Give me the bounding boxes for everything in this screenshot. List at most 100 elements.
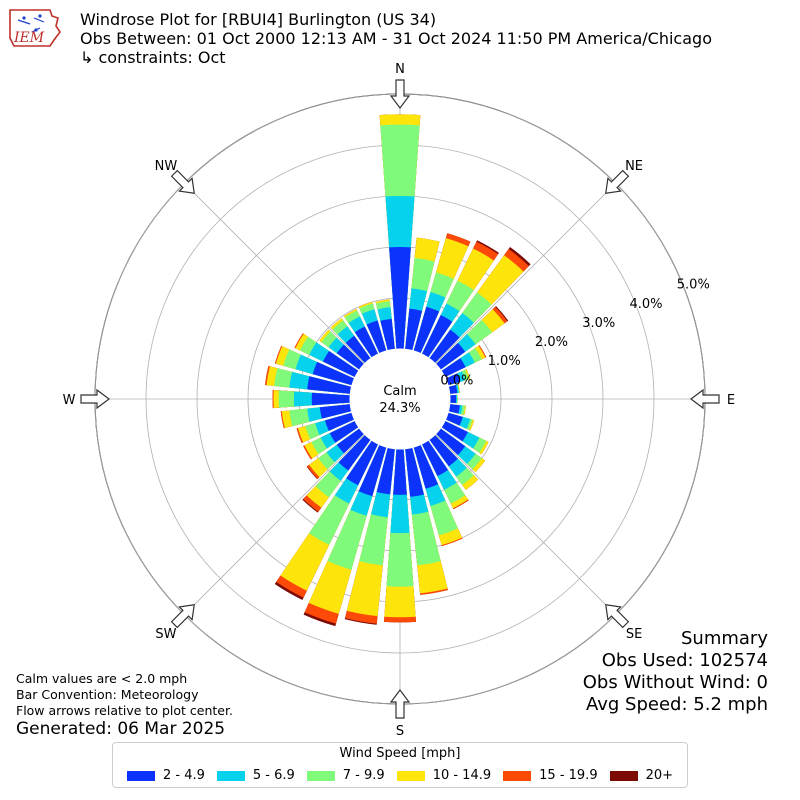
windrose-bar-segment	[445, 373, 461, 386]
windrose-bar-segment	[345, 335, 371, 364]
generated-date: Generated: 06 Mar 2025	[16, 719, 226, 739]
legend-item: 5 - 6.9	[216, 768, 295, 783]
calm-value: 24.3%	[379, 401, 420, 416]
ring-label: 0.0%	[440, 373, 473, 388]
compass-label: SE	[626, 627, 642, 642]
compass-label: NE	[625, 159, 643, 174]
grid-spoke	[184, 434, 365, 615]
windrose-bar-segment	[445, 412, 463, 426]
windrose-bar-segment	[380, 318, 395, 351]
legend-swatch	[609, 770, 638, 781]
windrose-bar-segment	[413, 306, 440, 354]
legend-swatch	[126, 770, 155, 781]
legend-label: 7 - 9.9	[342, 768, 385, 783]
windrose-bar-segment	[307, 376, 352, 394]
windrose-bar-segment	[324, 412, 355, 431]
flow-arrow-icon	[170, 169, 195, 194]
legend-label: 2 - 4.9	[162, 768, 205, 783]
legend: Wind Speed [mph] 2 - 4.9 5 - 6.9 7 - 9.9…	[112, 742, 688, 788]
windrose-bar-segment	[441, 358, 466, 378]
windrose-bar-segment	[346, 440, 379, 486]
legend-item: 2 - 4.9	[126, 768, 205, 783]
legend-swatch	[396, 770, 425, 781]
windrose-bar-segment	[358, 444, 387, 497]
chart-notes: Calm values are < 2.0 mph Bar Convention…	[16, 671, 233, 719]
windrose-bar-segment	[312, 361, 355, 386]
windrose-bar-segment	[393, 448, 407, 495]
legend-label: 5 - 6.9	[252, 768, 295, 783]
windrose-bar-segment	[421, 315, 453, 358]
windrose-bar-segment	[429, 434, 458, 467]
legend-swatch	[503, 770, 532, 781]
flow-arrow-icon	[605, 169, 630, 194]
legend-item: 20+	[609, 768, 674, 783]
compass-label: NW	[155, 159, 178, 174]
ring-label: 4.0%	[630, 297, 663, 312]
summary-obs-without-wind: Obs Without Wind: 0	[582, 672, 768, 693]
windrose-bar-segment	[429, 329, 460, 364]
windrose-bar-segment	[322, 350, 359, 378]
bar-convention-note: Bar Convention: Meteorology	[16, 687, 199, 702]
compass-label: E	[727, 393, 735, 408]
iem-logo: IEM	[9, 9, 61, 47]
ring-label: 5.0%	[677, 278, 710, 293]
flow-arrow-icon	[389, 79, 411, 109]
chart-title: Windrose Plot for [RBUI4] Burlington (US…	[80, 10, 437, 29]
windrose-bar-segment	[413, 444, 439, 489]
legend-label: 10 - 14.9	[432, 768, 492, 783]
legend-item: 7 - 9.9	[306, 768, 385, 783]
grid-spoke	[184, 183, 365, 364]
ring-label: 3.0%	[582, 316, 615, 331]
grid-spoke	[435, 434, 616, 615]
flow-arrow-icon	[80, 388, 110, 410]
windrose-bar-segment	[421, 440, 449, 477]
chart-header: Windrose Plot for [RBUI4] Burlington (US…	[80, 10, 712, 67]
compass-label: S	[396, 724, 404, 739]
windrose-bar-segment	[449, 394, 457, 404]
compass-label: N	[395, 62, 405, 77]
windrose-bar-segment	[435, 428, 466, 456]
legend-label: 20+	[645, 768, 674, 783]
legend-label: 15 - 19.9	[539, 768, 598, 783]
calm-note: Calm values are < 2.0 mph	[16, 671, 188, 686]
windrose-bar-segment	[329, 420, 359, 443]
compass-label: W	[63, 393, 76, 408]
summary-avg-speed: Avg Speed: 5.2 mph	[586, 694, 768, 715]
windrose-bar-segment	[338, 434, 371, 471]
flow-arrow-icon	[690, 388, 720, 410]
windrose-bar-segment	[376, 447, 395, 495]
ring-label: 1.0%	[488, 354, 521, 369]
windrose-bar-segment	[405, 308, 423, 351]
windrose-bar-segment	[441, 420, 468, 442]
calm-circle	[349, 348, 451, 450]
windrose-bar-segment	[435, 342, 466, 370]
legend-swatch	[306, 770, 335, 781]
windrose-bar-segment	[405, 447, 424, 497]
grid-spoke	[435, 183, 616, 364]
legend-item: 15 - 19.9	[503, 768, 598, 783]
windrose-bar-segment	[389, 246, 411, 350]
windrose-bar-segment	[354, 326, 379, 358]
windrose-bar-segment	[336, 344, 365, 370]
flow-arrow-icon	[389, 689, 411, 719]
flow-arrow-icon	[170, 604, 195, 629]
legend-item: 10 - 14.9	[396, 768, 492, 783]
windrose-bar-segment	[336, 428, 365, 454]
compass-label: SW	[155, 627, 176, 642]
legend-items: 2 - 4.9 5 - 6.9 7 - 9.9 10 - 14.9 15 - 1…	[113, 768, 687, 783]
windrose-bar-segment	[448, 404, 460, 414]
summary-obs-used: Obs Used: 102574	[601, 650, 768, 671]
chart-subtitle: Obs Between: 01 Oct 2000 12:13 AM - 31 O…	[80, 29, 712, 48]
legend-title: Wind Speed [mph]	[339, 746, 461, 761]
windrose-bar-segment	[319, 404, 352, 419]
windrose-bar-segment	[311, 392, 351, 406]
windrose-bar-segment	[366, 320, 387, 354]
ring-label: 2.0%	[535, 335, 568, 350]
svg-text:IEM: IEM	[13, 30, 45, 46]
summary-title: Summary	[681, 628, 768, 649]
summary-box: Summary Obs Used: 102574 Obs Without Win…	[583, 628, 768, 716]
windrose-bar-segment	[448, 384, 458, 394]
constraints-label: ↳ constraints: Oct	[80, 48, 226, 67]
legend-swatch	[216, 770, 245, 781]
